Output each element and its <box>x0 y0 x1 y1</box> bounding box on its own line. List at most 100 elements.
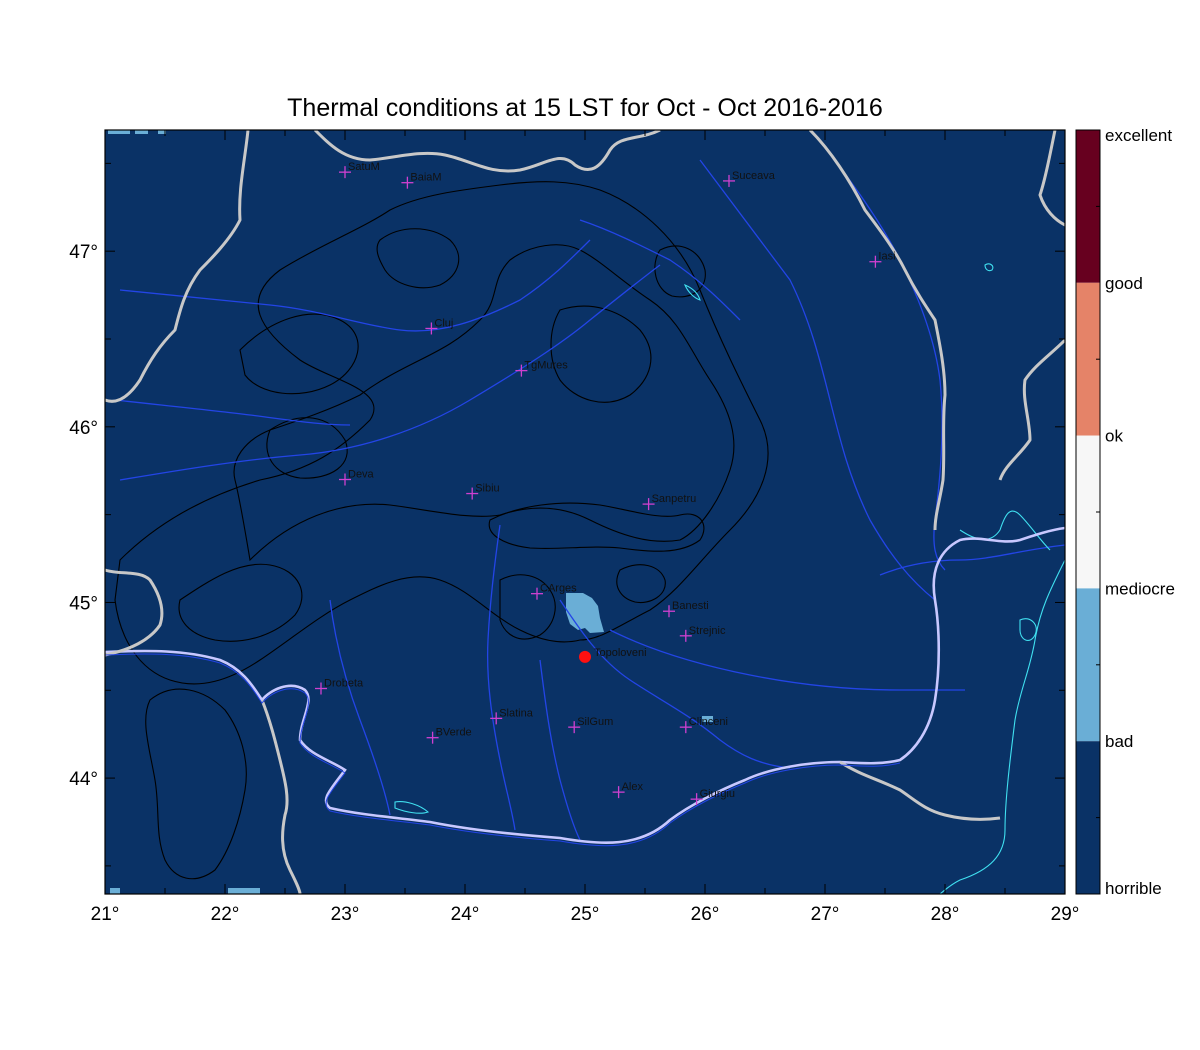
y-tick-label: 45° <box>69 593 98 614</box>
city-label: Iasi <box>878 251 895 263</box>
city-label: Sibiu <box>475 483 499 495</box>
city-marker: Strejnic <box>679 625 726 642</box>
river-bistrita <box>579 219 741 321</box>
bad-edge-top <box>108 130 166 134</box>
y-tick-label: 47° <box>69 242 98 263</box>
map-panel: 21° 22° 23° 24° 25° 26° 27° 28° 29° 44° 45° 46° 47°… <box>69 129 1080 925</box>
river-siret <box>699 159 936 601</box>
river-arges <box>559 599 791 769</box>
city-label: Suceava <box>732 170 776 182</box>
border-north <box>105 130 250 403</box>
city-marker: SilGum <box>568 716 613 734</box>
city-marker: BaiaM <box>401 172 442 189</box>
river-mures <box>119 264 661 481</box>
national-borders <box>105 130 1065 894</box>
coast-lake-3 <box>984 263 994 272</box>
chart-title: Thermal conditions at 15 LST for Oct - O… <box>287 94 883 122</box>
coast-lake-2 <box>394 801 430 814</box>
x-tick-label: 27° <box>811 904 840 925</box>
city-marker: Banesti <box>663 600 709 618</box>
coast-lake-4 <box>683 283 701 301</box>
x-tick-label: 28° <box>931 904 960 925</box>
city-label: BVerde <box>436 727 472 739</box>
contour-east <box>550 305 652 403</box>
city-marker: Giurgiu <box>690 788 735 806</box>
contour-north <box>376 228 460 289</box>
city-marker: Drobeta <box>315 678 364 695</box>
highlight-marker <box>579 650 591 663</box>
contour-apuseni <box>239 313 359 395</box>
danube-river-outline <box>105 653 901 847</box>
terrain-contours <box>114 181 769 880</box>
river-jiu <box>329 599 391 816</box>
rivers <box>114 139 1065 841</box>
city-marker: Deva <box>339 469 375 486</box>
city-marker: Iasi <box>869 251 896 268</box>
city-label: Cluj <box>434 317 453 329</box>
city-label: SilGum <box>577 716 613 728</box>
colorbar-label: excellent <box>1105 126 1172 145</box>
city-marker: Suceava <box>723 170 776 187</box>
colorbar-label: good <box>1105 274 1143 293</box>
axis-ticks <box>104 130 1066 894</box>
y-tick-labels: 44° 45° 46° 47° <box>69 242 98 790</box>
contour-south-west <box>145 688 247 880</box>
city-marker: Slatina <box>490 707 534 725</box>
bad-patch-clinceni <box>702 716 713 722</box>
coast-lake-1 <box>1019 618 1037 641</box>
border-ukraine-ne <box>1038 130 1065 227</box>
colorbar-label: ok <box>1105 427 1123 446</box>
river-vedea <box>539 659 581 841</box>
colorbar-label: horrible <box>1105 879 1162 898</box>
x-tick-label: 25° <box>571 904 600 925</box>
city-marker: SatuM <box>339 161 380 179</box>
city-marker: Cluj <box>425 317 453 335</box>
city-marker: Sanpetru <box>642 493 696 511</box>
contour-subcarpath-1 <box>499 574 556 640</box>
river-ialomita <box>609 629 965 691</box>
x-tick-labels: 21° 22° 23° 24° 25° 26° 27° 28° 29° <box>91 904 1080 925</box>
city-label: Strejnic <box>689 625 726 637</box>
y-tick-label: 46° <box>69 418 98 439</box>
danube-river <box>105 526 1065 845</box>
border-ukraine-north <box>313 130 661 173</box>
colorbar-label: mediocre <box>1105 579 1175 598</box>
city-label: Banesti <box>672 600 709 612</box>
y-tick-label: 44° <box>69 769 98 790</box>
contour-fagaras <box>488 502 705 552</box>
x-tick-label: 21° <box>91 904 120 925</box>
city-label: Giurgiu <box>700 788 735 800</box>
highlight-label: Topoloveni <box>594 647 647 659</box>
colorbar-ticks <box>1096 205 1100 819</box>
city-label: TgMures <box>524 360 568 372</box>
border-serbia <box>105 568 164 657</box>
city-marker: Clinceni <box>679 716 728 734</box>
city-label: BaiaM <box>410 172 441 184</box>
contour-north-east <box>654 245 706 298</box>
city-markers: SatuM BaiaM Suceava Iasi Cluj TgMures Deva Sibi… <box>315 161 896 806</box>
city-marker: Alex <box>612 781 644 799</box>
x-tick-label: 29° <box>1051 904 1080 925</box>
river-danube-north <box>879 544 1065 576</box>
border-bulgaria-east <box>839 760 1001 821</box>
city-label: Slatina <box>499 707 534 719</box>
city-label: Deva <box>348 469 375 481</box>
city-marker: Sibiu <box>466 483 500 500</box>
contour-carpathians-outer <box>114 181 769 685</box>
contour-apuseni-2 <box>266 417 348 479</box>
border-moldova-ukraine <box>998 338 1065 481</box>
river-olt <box>486 524 516 831</box>
city-label: Alex <box>622 781 644 793</box>
x-tick-label: 23° <box>331 904 360 925</box>
city-marker: TgMures <box>515 360 568 377</box>
city-label: Drobeta <box>324 678 364 690</box>
city-marker: BVerde <box>426 727 472 744</box>
city-label: SatuM <box>348 161 380 173</box>
map-background <box>105 130 1065 894</box>
colorbar-label: bad <box>1105 732 1133 751</box>
x-tick-label: 22° <box>211 904 240 925</box>
colorbar: excellent good ok mediocre bad horrible <box>1075 126 1175 898</box>
city-marker: CArges <box>531 583 577 600</box>
contour-retezat <box>178 563 303 642</box>
